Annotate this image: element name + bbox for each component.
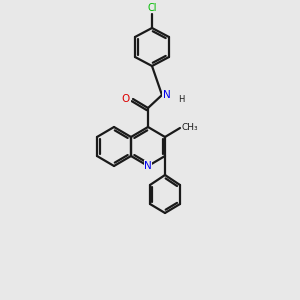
Text: N: N <box>163 90 171 100</box>
Text: O: O <box>122 94 130 104</box>
Text: CH₃: CH₃ <box>182 124 199 133</box>
Text: Cl: Cl <box>147 3 157 13</box>
Text: H: H <box>178 94 184 103</box>
Text: N: N <box>144 161 152 171</box>
